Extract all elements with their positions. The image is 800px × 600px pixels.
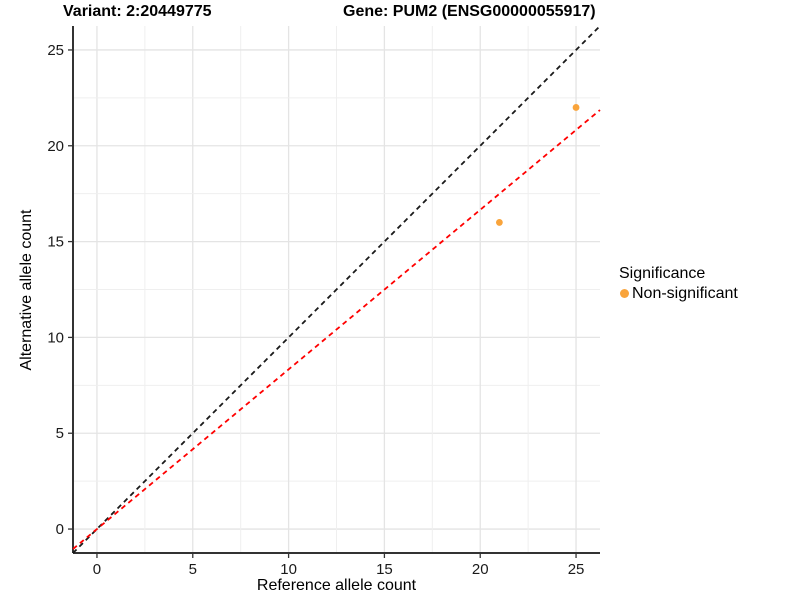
- x-tick-label: 25: [568, 561, 585, 578]
- y-axis-label: Alternative allele count: [18, 209, 35, 371]
- y-tick-label: 15: [47, 234, 64, 251]
- x-tick-label: 0: [93, 561, 101, 578]
- x-tick-label: 20: [472, 561, 489, 578]
- y-tick-label: 25: [47, 42, 64, 59]
- identity-line: [72, 25, 601, 554]
- legend-title: Significance: [619, 265, 706, 282]
- x-tick-label: 5: [189, 561, 197, 578]
- legend: Significance Non-significant: [619, 264, 738, 303]
- y-tick-label: 5: [56, 425, 64, 442]
- gene-title: Gene: PUM2 (ENSG00000055917): [343, 3, 596, 20]
- legend-item-label: Non-significant: [632, 285, 738, 302]
- x-tick-label: 15: [376, 561, 393, 578]
- legend-item[interactable]: Non-significant: [619, 284, 738, 303]
- y-tick-label: 0: [56, 521, 64, 538]
- y-tick-label: 10: [47, 329, 64, 346]
- regression-line: [72, 109, 601, 550]
- variant-title: Variant: 2:20449775: [63, 3, 212, 20]
- legend-swatch-icon: [620, 289, 629, 298]
- x-tick-label: 10: [280, 561, 297, 578]
- data-point[interactable]: [495, 219, 503, 226]
- y-tick-label: 20: [47, 138, 64, 155]
- x-axis-label: Reference allele count: [256, 577, 417, 594]
- data-point[interactable]: [572, 104, 580, 111]
